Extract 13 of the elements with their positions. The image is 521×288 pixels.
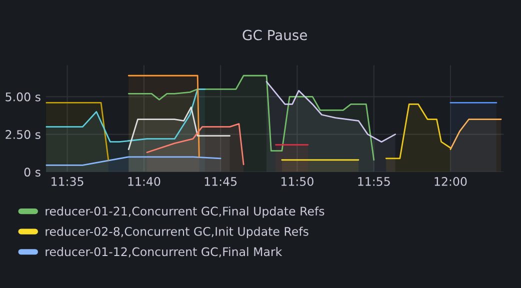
x-tick-label: 11:40: [128, 177, 160, 186]
x-tick-label: 11:45: [204, 177, 237, 186]
legend-label: reducer-02-8,Concurrent GC,Init Update Refs: [46, 226, 308, 238]
x-tick-label: 11:35: [52, 177, 84, 186]
y-tick-label: 2.50 s: [6, 130, 40, 139]
x-tick-label: 11:50: [281, 177, 314, 186]
legend-label: reducer-01-21,Concurrent GC,Final Update Refs: [46, 206, 324, 218]
y-tick-label: 0 s: [24, 168, 40, 177]
x-tick-label: 12:00: [434, 177, 467, 186]
x-tick-label: 11:55: [358, 177, 390, 186]
legend-label: reducer-01-12,Concurrent GC,Final Mark: [46, 247, 282, 258]
y-tick-label: 5.00 s: [6, 92, 40, 102]
chart-title: GC Pause: [242, 30, 307, 40]
